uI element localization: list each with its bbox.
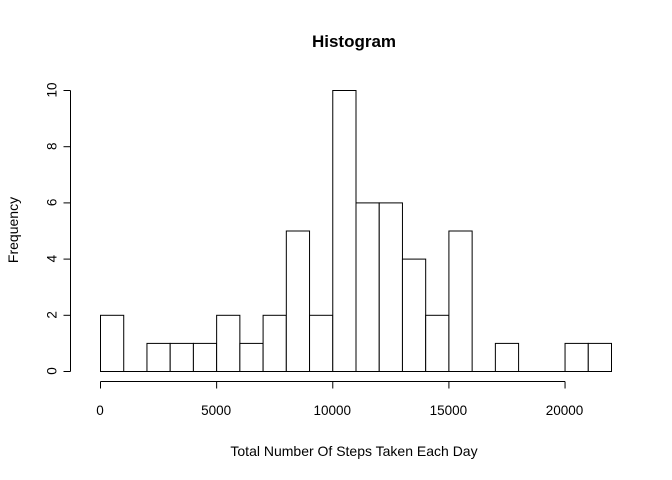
y-tick-label: 0 [45, 367, 60, 375]
histogram-bar [146, 342, 171, 372]
chart-title: Histogram [312, 32, 396, 51]
histogram-bar [401, 258, 427, 373]
y-tick-label: 8 [45, 142, 60, 150]
histogram-bar [262, 314, 287, 372]
y-tick-label: 2 [45, 311, 60, 319]
y-tick-label: 6 [45, 199, 60, 207]
histogram-bar [494, 342, 520, 372]
x-tick-label: 15000 [430, 403, 468, 418]
histogram-bar [309, 314, 334, 372]
y-tick-label: 10 [45, 82, 60, 97]
histogram-bar [169, 342, 194, 372]
histogram-bar [239, 342, 264, 372]
histogram-bar [378, 202, 403, 372]
x-tick-label: 20000 [546, 403, 584, 418]
x-axis-label: Total Number Of Steps Taken Each Day [230, 443, 477, 459]
x-tick-label: 5000 [201, 403, 231, 418]
histogram-bar [425, 314, 450, 372]
histogram-bar [355, 202, 380, 372]
y-tick-label: 4 [45, 254, 60, 262]
histogram-bar [332, 90, 357, 372]
x-axis: 0 5000 10000 15000 20000 [96, 381, 584, 418]
y-axis-label: Frequency [5, 197, 21, 263]
histogram-bar [587, 342, 612, 372]
x-tick-label: 10000 [313, 403, 351, 418]
histogram-bar [564, 342, 589, 372]
histogram-bar [448, 230, 473, 372]
x-tick-label: 0 [96, 403, 104, 418]
histogram-bar [100, 314, 125, 372]
histogram-bar [285, 230, 311, 372]
histogram-bar [216, 314, 241, 372]
histogram-bar [192, 342, 218, 372]
y-axis: 0 2 4 6 8 10 [45, 82, 71, 375]
bars-group [100, 90, 612, 373]
